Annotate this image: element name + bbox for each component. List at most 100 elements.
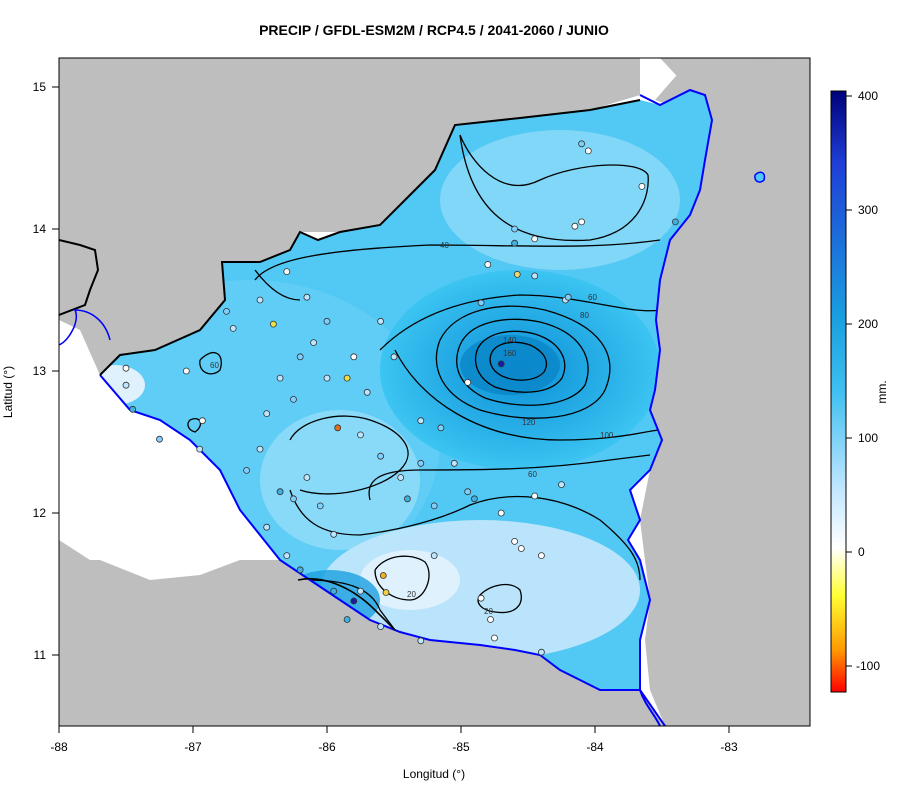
y-axis: 11 12 13 14 15 Latitud (°)	[1, 80, 59, 662]
station-marker	[357, 587, 364, 595]
colorbar-tick-label: -100	[856, 659, 880, 673]
station-marker	[196, 445, 204, 453]
station-marker	[377, 452, 385, 460]
y-tick-label: 11	[34, 648, 47, 662]
station-marker	[437, 424, 445, 432]
station-marker	[497, 509, 505, 517]
contour-label: 160	[503, 349, 517, 358]
colorbar-unit-label: mm.	[875, 380, 889, 403]
station-marker	[243, 466, 251, 474]
station-marker	[283, 268, 291, 276]
station-marker	[578, 218, 585, 226]
station-marker	[316, 502, 324, 510]
station-marker	[672, 218, 679, 226]
station-marker	[417, 459, 425, 467]
station-marker	[296, 566, 304, 574]
colorbar-tick-label: 200	[858, 317, 878, 331]
station-marker	[578, 140, 585, 148]
station-marker	[334, 424, 342, 432]
station-marker	[198, 417, 206, 425]
station-marker	[464, 488, 472, 496]
x-axis: -88 -87 -86 -85 -84 -83 Longitud (°)	[50, 726, 738, 781]
x-tick-label: -87	[184, 740, 202, 754]
station-marker	[223, 307, 230, 315]
contour-label: 120	[522, 418, 536, 427]
station-marker	[531, 272, 539, 280]
station-marker	[357, 431, 364, 439]
y-tick-label: 13	[33, 364, 47, 378]
station-marker	[256, 445, 264, 453]
station-marker	[470, 495, 478, 503]
station-marker	[390, 353, 398, 361]
station-marker	[122, 381, 130, 389]
station-marker	[477, 299, 485, 307]
station-marker	[430, 502, 438, 510]
contour-label: 60	[210, 361, 219, 370]
contour-label: 60	[528, 470, 537, 479]
station-marker	[487, 616, 494, 623]
x-tick-label: -84	[586, 740, 604, 754]
y-tick-label: 15	[33, 80, 47, 94]
coastline	[59, 88, 766, 726]
station-marker	[382, 589, 390, 596]
station-marker	[417, 417, 425, 425]
x-axis-label: Longitud (°)	[403, 767, 465, 781]
station-marker	[269, 320, 277, 328]
station-marker	[256, 296, 264, 304]
station-marker	[350, 597, 358, 605]
station-marker	[310, 339, 318, 347]
station-marker	[343, 616, 351, 623]
station-marker	[379, 572, 387, 579]
station-marker	[564, 293, 572, 301]
station-marker	[290, 495, 297, 503]
x-tick-label: -83	[720, 740, 738, 754]
x-tick-label: -88	[50, 740, 68, 754]
station-marker	[477, 594, 485, 602]
x-tick-label: -85	[452, 740, 470, 754]
station-marker	[182, 367, 190, 375]
station-marker	[156, 435, 163, 443]
contour-label: 140	[503, 336, 517, 345]
station-marker	[303, 293, 311, 301]
station-marker	[263, 410, 271, 418]
station-marker	[430, 552, 438, 559]
station-marker	[484, 261, 492, 268]
station-marker	[538, 648, 545, 656]
station-marker	[283, 552, 291, 559]
station-marker	[296, 353, 304, 361]
station-marker	[403, 495, 411, 503]
station-marker	[417, 637, 425, 645]
station-marker	[303, 474, 311, 481]
station-marker	[464, 378, 472, 386]
contour-label: 80	[580, 311, 589, 320]
station-marker	[397, 474, 405, 481]
station-markers	[122, 140, 679, 656]
plot-frame	[58, 57, 811, 727]
contour-label: 100	[600, 431, 614, 440]
colorbar-tick-label: 300	[858, 203, 878, 217]
station-marker	[129, 405, 137, 413]
station-marker	[531, 235, 539, 243]
station-marker	[122, 364, 130, 372]
y-axis-label: Latitud (°)	[1, 366, 15, 418]
station-marker	[363, 388, 371, 396]
station-marker	[584, 147, 592, 155]
y-tick-label: 12	[33, 506, 47, 520]
station-marker	[377, 623, 385, 630]
station-marker	[330, 530, 338, 538]
station-marker	[531, 492, 539, 500]
station-marker	[491, 634, 498, 642]
station-marker	[497, 360, 505, 368]
station-marker	[513, 270, 521, 278]
station-marker	[538, 552, 545, 559]
station-marker	[638, 182, 646, 190]
station-marker	[229, 324, 237, 332]
station-marker	[323, 317, 331, 325]
station-marker	[323, 374, 331, 382]
station-marker	[511, 225, 518, 233]
station-marker	[263, 523, 271, 531]
contour-label: 40	[440, 241, 449, 250]
colorbar-gradient	[830, 90, 847, 693]
station-marker	[350, 353, 358, 361]
